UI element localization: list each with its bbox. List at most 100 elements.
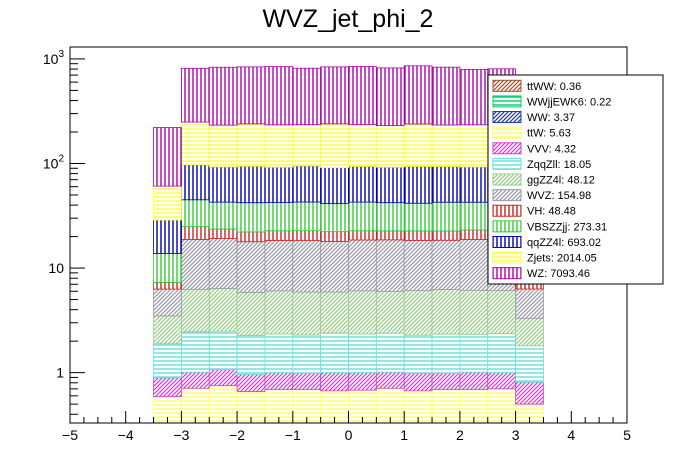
bar-qqZZ4l-bin-8 xyxy=(375,166,405,204)
bar-WZ-bin-4 xyxy=(264,66,294,126)
bar-Zjets-bin-10 xyxy=(431,124,461,167)
bar-WVZ-bin-13 xyxy=(515,288,544,319)
bar-ggZZ4l-bin-11 xyxy=(459,289,489,335)
bar-ZqqZll-bin-5 xyxy=(292,334,322,374)
bar-ggZZ4l-bin-3 xyxy=(236,291,266,337)
legend-label: ggZZ4l: 48.12 xyxy=(527,175,595,187)
legend-swatch xyxy=(492,79,522,92)
bar-ZqqZll-bin-8 xyxy=(375,332,405,373)
legend-swatch xyxy=(492,173,522,186)
bar-WZ-bin-11 xyxy=(459,68,489,126)
bar-ggZZ4l-bin-0 xyxy=(153,315,182,345)
series-ggZZ4l xyxy=(153,288,544,347)
bar-WVZ-bin-11 xyxy=(459,239,489,291)
bar-WVZ-bin-10 xyxy=(431,239,461,290)
bar-VH-bin-7 xyxy=(348,230,377,241)
bar-WVZ-bin-2 xyxy=(208,238,238,289)
bar-Zjets-bin-5 xyxy=(292,124,322,167)
bar-ggZZ4l-bin-4 xyxy=(264,290,294,335)
bar-ggZZ4l-bin-13 xyxy=(515,317,544,347)
legend-label: ZqqZll: 18.05 xyxy=(527,159,591,171)
legend-swatch xyxy=(492,267,522,280)
legend-swatch xyxy=(492,142,522,155)
bar-ZqqZll-bin-12 xyxy=(487,332,517,374)
bar-WVZ-bin-9 xyxy=(403,240,433,292)
bar-VH-bin-8 xyxy=(375,230,405,241)
bar-VVV-bin-2 xyxy=(208,369,238,387)
bar-qqZZ4l-bin-11 xyxy=(459,166,489,203)
series-ZqqZll xyxy=(153,330,544,383)
bar-VBSZZjj-bin-5 xyxy=(292,201,322,232)
legend-label: qqZZ4l: 693.02 xyxy=(527,237,601,249)
bar-ZqqZll-bin-4 xyxy=(264,333,294,374)
y-tick-label: 10 xyxy=(48,260,64,276)
bar-ZqqZll-bin-10 xyxy=(431,333,461,374)
legend-swatch xyxy=(492,235,522,248)
legend-swatch xyxy=(492,220,522,233)
legend-entry-VVV: VVV: 4.32 xyxy=(492,142,576,155)
bar-WVZ-bin-8 xyxy=(375,239,405,292)
bar-ZqqZll-bin-7 xyxy=(348,333,377,374)
bar-ggZZ4l-bin-8 xyxy=(375,290,405,334)
x-tick-label: 0 xyxy=(345,427,353,443)
bar-VH-bin-4 xyxy=(264,230,294,241)
bar-ZqqZll-bin-6 xyxy=(320,332,349,374)
bar-ggZZ4l-bin-6 xyxy=(320,291,349,334)
bar-WZ-bin-2 xyxy=(208,66,238,126)
legend-swatch xyxy=(492,204,522,217)
bar-ZqqZll-bin-1 xyxy=(180,331,210,373)
bar-WZ-bin-6 xyxy=(320,66,349,125)
bar-Zjets-bin-3 xyxy=(236,123,266,167)
x-tick-label: 3 xyxy=(512,427,520,443)
bar-VH-bin-5 xyxy=(292,230,322,242)
legend-swatch xyxy=(492,157,522,170)
bar-VBSZZjj-bin-1 xyxy=(180,199,210,227)
legend-swatch xyxy=(492,126,522,139)
legend-entry-ZqqZll: ZqqZll: 18.05 xyxy=(492,157,591,171)
bar-ggZZ4l-bin-9 xyxy=(403,290,433,336)
legend-entry-WWjjEWK6: WWjjEWK6: 0.22 xyxy=(492,95,611,108)
bar-WZ-bin-7 xyxy=(348,66,377,125)
bar-VBSZZjj-bin-10 xyxy=(431,201,461,232)
legend-swatch xyxy=(492,95,522,108)
chart-title: WVZ_jet_phi_2 xyxy=(263,5,434,33)
legend-entry-VBSZZjj: VBSZZjj: 273.31 xyxy=(492,220,607,233)
bar-VVV-bin-7 xyxy=(348,372,377,391)
bar-WZ-bin-3 xyxy=(236,66,266,125)
bar-VVV-bin-11 xyxy=(459,371,489,390)
bar-VVV-bin-1 xyxy=(180,371,210,389)
bar-qqZZ4l-bin-4 xyxy=(264,166,294,204)
bar-Zjets-bin-7 xyxy=(348,124,377,167)
bar-VVV-bin-5 xyxy=(292,372,322,390)
bar-qqZZ4l-bin-9 xyxy=(403,166,433,204)
x-tick-label: 1 xyxy=(400,427,408,443)
legend-label: WVZ: 154.98 xyxy=(527,190,591,202)
x-tick-label: −5 xyxy=(62,427,78,443)
legend-label: ttWW: 0.36 xyxy=(527,81,581,93)
bar-Zjets-bin-1 xyxy=(180,121,210,166)
x-tick-label: 5 xyxy=(623,427,631,443)
bar-VBSZZjj-bin-9 xyxy=(403,202,433,232)
legend-entry-VH: VH: 48.48 xyxy=(492,204,576,218)
bar-Zjets-bin-6 xyxy=(320,123,349,169)
y-tick-label: 1 xyxy=(56,365,64,381)
bar-ZqqZll-bin-2 xyxy=(208,330,238,370)
y-tick-label: 103 xyxy=(43,49,65,67)
bar-VVV-bin-10 xyxy=(431,372,461,390)
bar-ggZZ4l-bin-2 xyxy=(208,288,238,332)
bar-ZqqZll-bin-0 xyxy=(153,343,182,379)
bar-VH-bin-2 xyxy=(208,228,238,239)
bar-qqZZ4l-bin-7 xyxy=(348,166,377,203)
bar-VH-bin-3 xyxy=(236,231,266,243)
bar-ggZZ4l-bin-12 xyxy=(487,290,517,334)
bar-WZ-bin-10 xyxy=(431,66,461,126)
legend-label: VH: 48.48 xyxy=(527,206,576,218)
bar-Zjets-bin-9 xyxy=(403,123,433,167)
bar-WVZ-bin-1 xyxy=(180,239,210,290)
bar-VVV-bin-8 xyxy=(375,371,405,389)
bar-qqZZ4l-bin-1 xyxy=(180,164,210,201)
x-tick-label: −2 xyxy=(229,427,245,443)
legend-swatch xyxy=(492,111,522,124)
bar-qqZZ4l-bin-6 xyxy=(320,167,349,205)
